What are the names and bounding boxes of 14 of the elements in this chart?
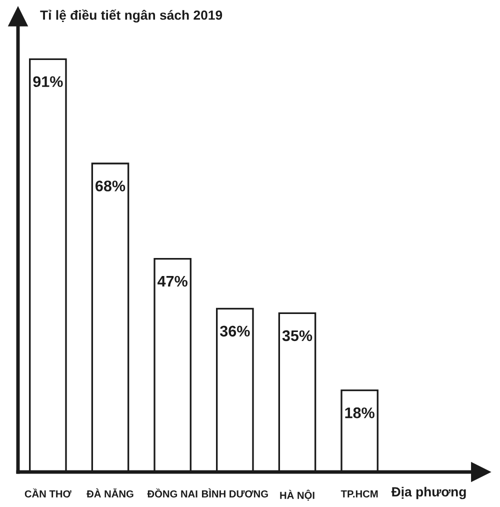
y-axis-title: Tỉ lệ điều tiết ngân sách 2019	[40, 10, 222, 22]
x-tick-label: BÌNH DƯƠNG	[202, 488, 268, 498]
x-tick-label: TP.HCM	[340, 490, 378, 498]
data-label: 36%	[220, 326, 250, 337]
data-label: 35%	[282, 330, 312, 342]
x-tick-label: HÀ NỘI	[280, 490, 314, 501]
x-tick-label: CẦN THƠ	[24, 488, 72, 498]
x-tick-label: ĐÀ NẴNG	[86, 488, 134, 498]
data-label: 47%	[158, 276, 188, 287]
data-label: 91%	[33, 76, 63, 88]
x-tick-label: ĐỒNG NAI	[147, 488, 198, 498]
x-axis-title: Địa phương	[391, 486, 466, 500]
data-label: 18%	[345, 407, 374, 418]
data-label: 68%	[96, 180, 126, 192]
